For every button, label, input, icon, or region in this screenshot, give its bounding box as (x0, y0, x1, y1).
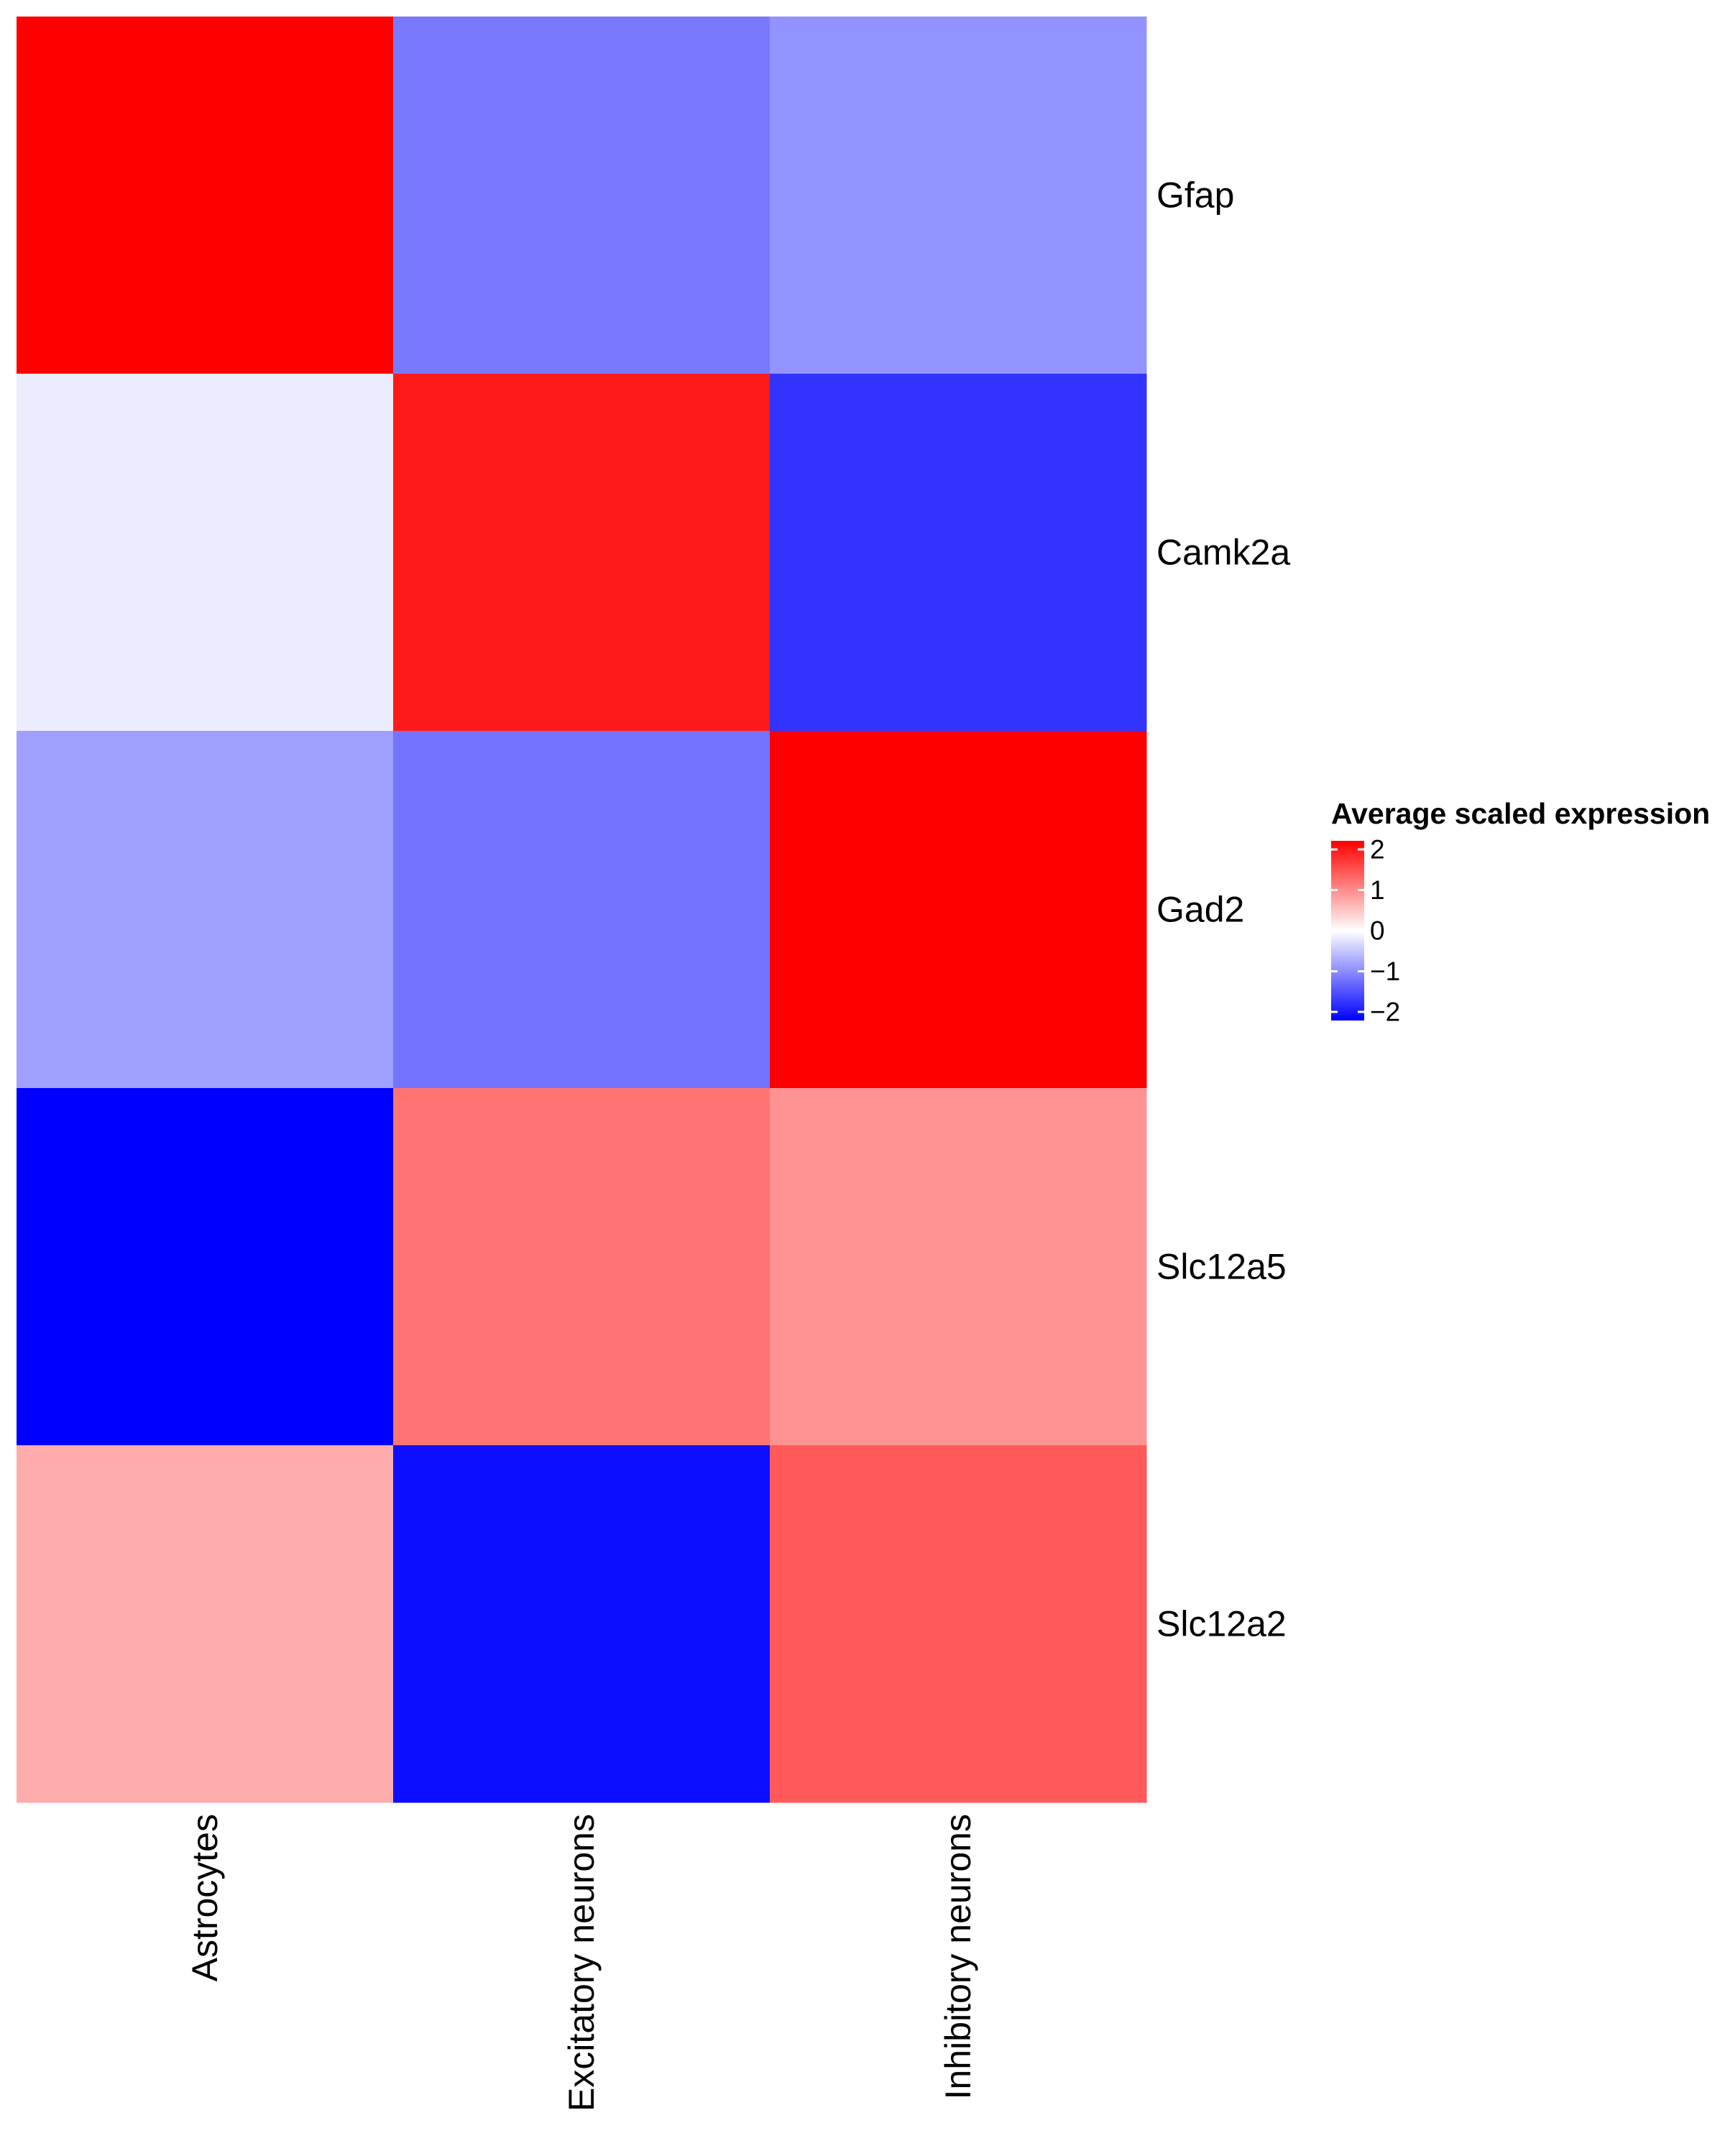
column-label-inhibitory-neurons: Inhibitory neurons (938, 1814, 978, 2099)
legend-tick-label: −1 (1370, 957, 1400, 986)
heatmap-cell-gad2-excitatory-neurons (393, 731, 770, 1089)
heatmap-cell-gad2-inhibitory-neurons (770, 731, 1147, 1089)
heatmap-cell-slc12a2-inhibitory-neurons (770, 1445, 1147, 1803)
legend-ticks: 2 1 0 −1 −2 (1331, 835, 1400, 1027)
row-label-camk2a: Camk2a (1156, 533, 1290, 573)
heatmap-cell-gfap-astrocytes (17, 17, 394, 374)
heatmap-cell-gfap-excitatory-neurons (393, 17, 770, 374)
heatmap-cell-slc12a2-excitatory-neurons (393, 1445, 770, 1803)
row-labels: Gfap Camk2a Gad2 Slc12a5 Slc12a2 (1156, 175, 1290, 1644)
row-label-slc12a2: Slc12a2 (1156, 1604, 1287, 1644)
legend-tick-label: 2 (1370, 835, 1385, 865)
row-label-slc12a5: Slc12a5 (1156, 1247, 1287, 1287)
heatmap-cells (17, 17, 1147, 1803)
heatmap-cell-slc12a5-inhibitory-neurons (770, 1088, 1147, 1446)
row-label-gfap: Gfap (1156, 175, 1234, 216)
legend-title: Average scaled expression (1331, 797, 1710, 830)
column-label-excitatory-neurons: Excitatory neurons (561, 1814, 602, 2111)
legend-tick-label: 0 (1370, 916, 1385, 946)
legend-tick-label: −2 (1370, 998, 1400, 1027)
row-label-gad2: Gad2 (1156, 890, 1244, 930)
heatmap-cell-slc12a5-excitatory-neurons (393, 1088, 770, 1446)
heatmap-cell-camk2a-excitatory-neurons (393, 374, 770, 732)
heatmap-cell-camk2a-astrocytes (17, 374, 394, 732)
color-legend: Average scaled expression 2 1 0 −1 −2 (1331, 797, 1710, 1027)
heatmap-cell-slc12a2-astrocytes (17, 1445, 394, 1803)
heatmap-cell-gfap-inhibitory-neurons (770, 17, 1147, 374)
legend-tick-label: 1 (1370, 875, 1385, 905)
heatmap-cell-camk2a-inhibitory-neurons (770, 374, 1147, 732)
heatmap-cell-slc12a5-astrocytes (17, 1088, 394, 1446)
column-label-astrocytes: Astrocytes (185, 1814, 225, 1981)
heatmap-cell-gad2-astrocytes (17, 731, 394, 1089)
column-labels: Astrocytes Excitatory neurons Inhibitory n… (185, 1814, 978, 2111)
